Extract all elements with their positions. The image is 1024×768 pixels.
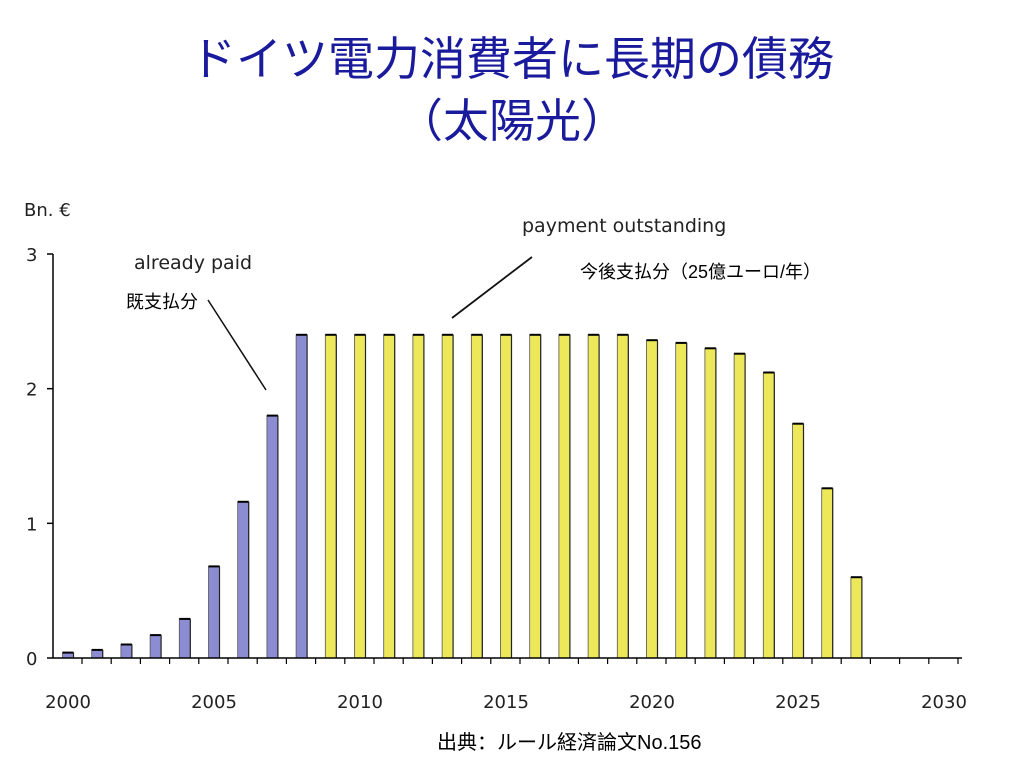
- paid-bar-2005: [208, 566, 220, 659]
- already-paid-label: already paid: [134, 252, 252, 274]
- paid-bar-2006: [237, 501, 250, 659]
- x-tick-label-2015: 2015: [483, 692, 529, 713]
- already-paid-jp-label: 既支払分: [126, 292, 198, 312]
- payment-outstanding-jp-label: 今後支払分（25億ユーロ/年）: [580, 262, 822, 282]
- outstanding-bar-2011: [383, 334, 396, 659]
- bars-layer: [62, 333, 863, 659]
- outstanding-bar-2010: [354, 334, 366, 659]
- yticks-layer: 0 1 2 3: [26, 245, 53, 670]
- outstanding-bar-2022: [704, 347, 717, 659]
- paid-bar-2007: [266, 415, 279, 659]
- x-tick-label-2020: 2020: [629, 692, 675, 713]
- y-tick-label-3: 3: [26, 245, 37, 266]
- already-paid-pointer: [207, 299, 267, 391]
- xticks-layer: 2000 2005 2010 2015 2020 2025 2030: [45, 658, 967, 713]
- y-tick-label-1: 1: [26, 514, 37, 535]
- outstanding-bar-2014: [470, 334, 483, 659]
- page-title: ドイツ電力消費者に長期の債務: [190, 32, 834, 86]
- paid-bar-2008: [295, 334, 308, 659]
- y-tick-label-0: 0: [26, 649, 37, 670]
- paid-bar-2002: [120, 644, 133, 659]
- source-citation: 出典：ルール経済論文No.156: [437, 732, 702, 754]
- outstanding-bar-2020: [646, 339, 658, 659]
- x-tick-label-2005: 2005: [191, 692, 237, 713]
- outstanding-bar-2012: [412, 334, 425, 659]
- x-tick-label-2030: 2030: [921, 692, 967, 713]
- x-tick-label-2010: 2010: [337, 692, 383, 713]
- outstanding-bar-2025: [792, 423, 804, 659]
- outstanding-pointer: [451, 256, 533, 319]
- outstanding-bar-2013: [441, 334, 454, 659]
- paid-bar-2001: [91, 649, 104, 659]
- outstanding-bar-2018: [587, 334, 600, 659]
- outstanding-bar-2019: [616, 334, 629, 659]
- paid-bar-2004: [178, 618, 191, 659]
- outstanding-bar-2017: [558, 334, 571, 659]
- outstanding-bar-2015: [500, 334, 512, 659]
- y-axis-label: Bn. €: [24, 200, 71, 221]
- paid-bar-2003: [149, 634, 162, 659]
- payment-outstanding-label: payment outstanding: [522, 215, 726, 237]
- outstanding-bar-2016: [529, 334, 542, 659]
- outstanding-bar-2026: [821, 487, 834, 659]
- x-tick-label-2000: 2000: [45, 692, 91, 713]
- outstanding-bar-2023: [733, 353, 746, 659]
- outstanding-bar-2024: [762, 372, 775, 659]
- axes-layer: [52, 254, 962, 659]
- x-tick-label-2025: 2025: [775, 692, 821, 713]
- outstanding-bar-2021: [675, 342, 688, 659]
- y-tick-label-2: 2: [26, 380, 37, 401]
- outstanding-bar-2009: [324, 334, 337, 659]
- outstanding-bar-2027: [850, 576, 863, 659]
- page-subtitle: （太陽光）: [397, 94, 627, 148]
